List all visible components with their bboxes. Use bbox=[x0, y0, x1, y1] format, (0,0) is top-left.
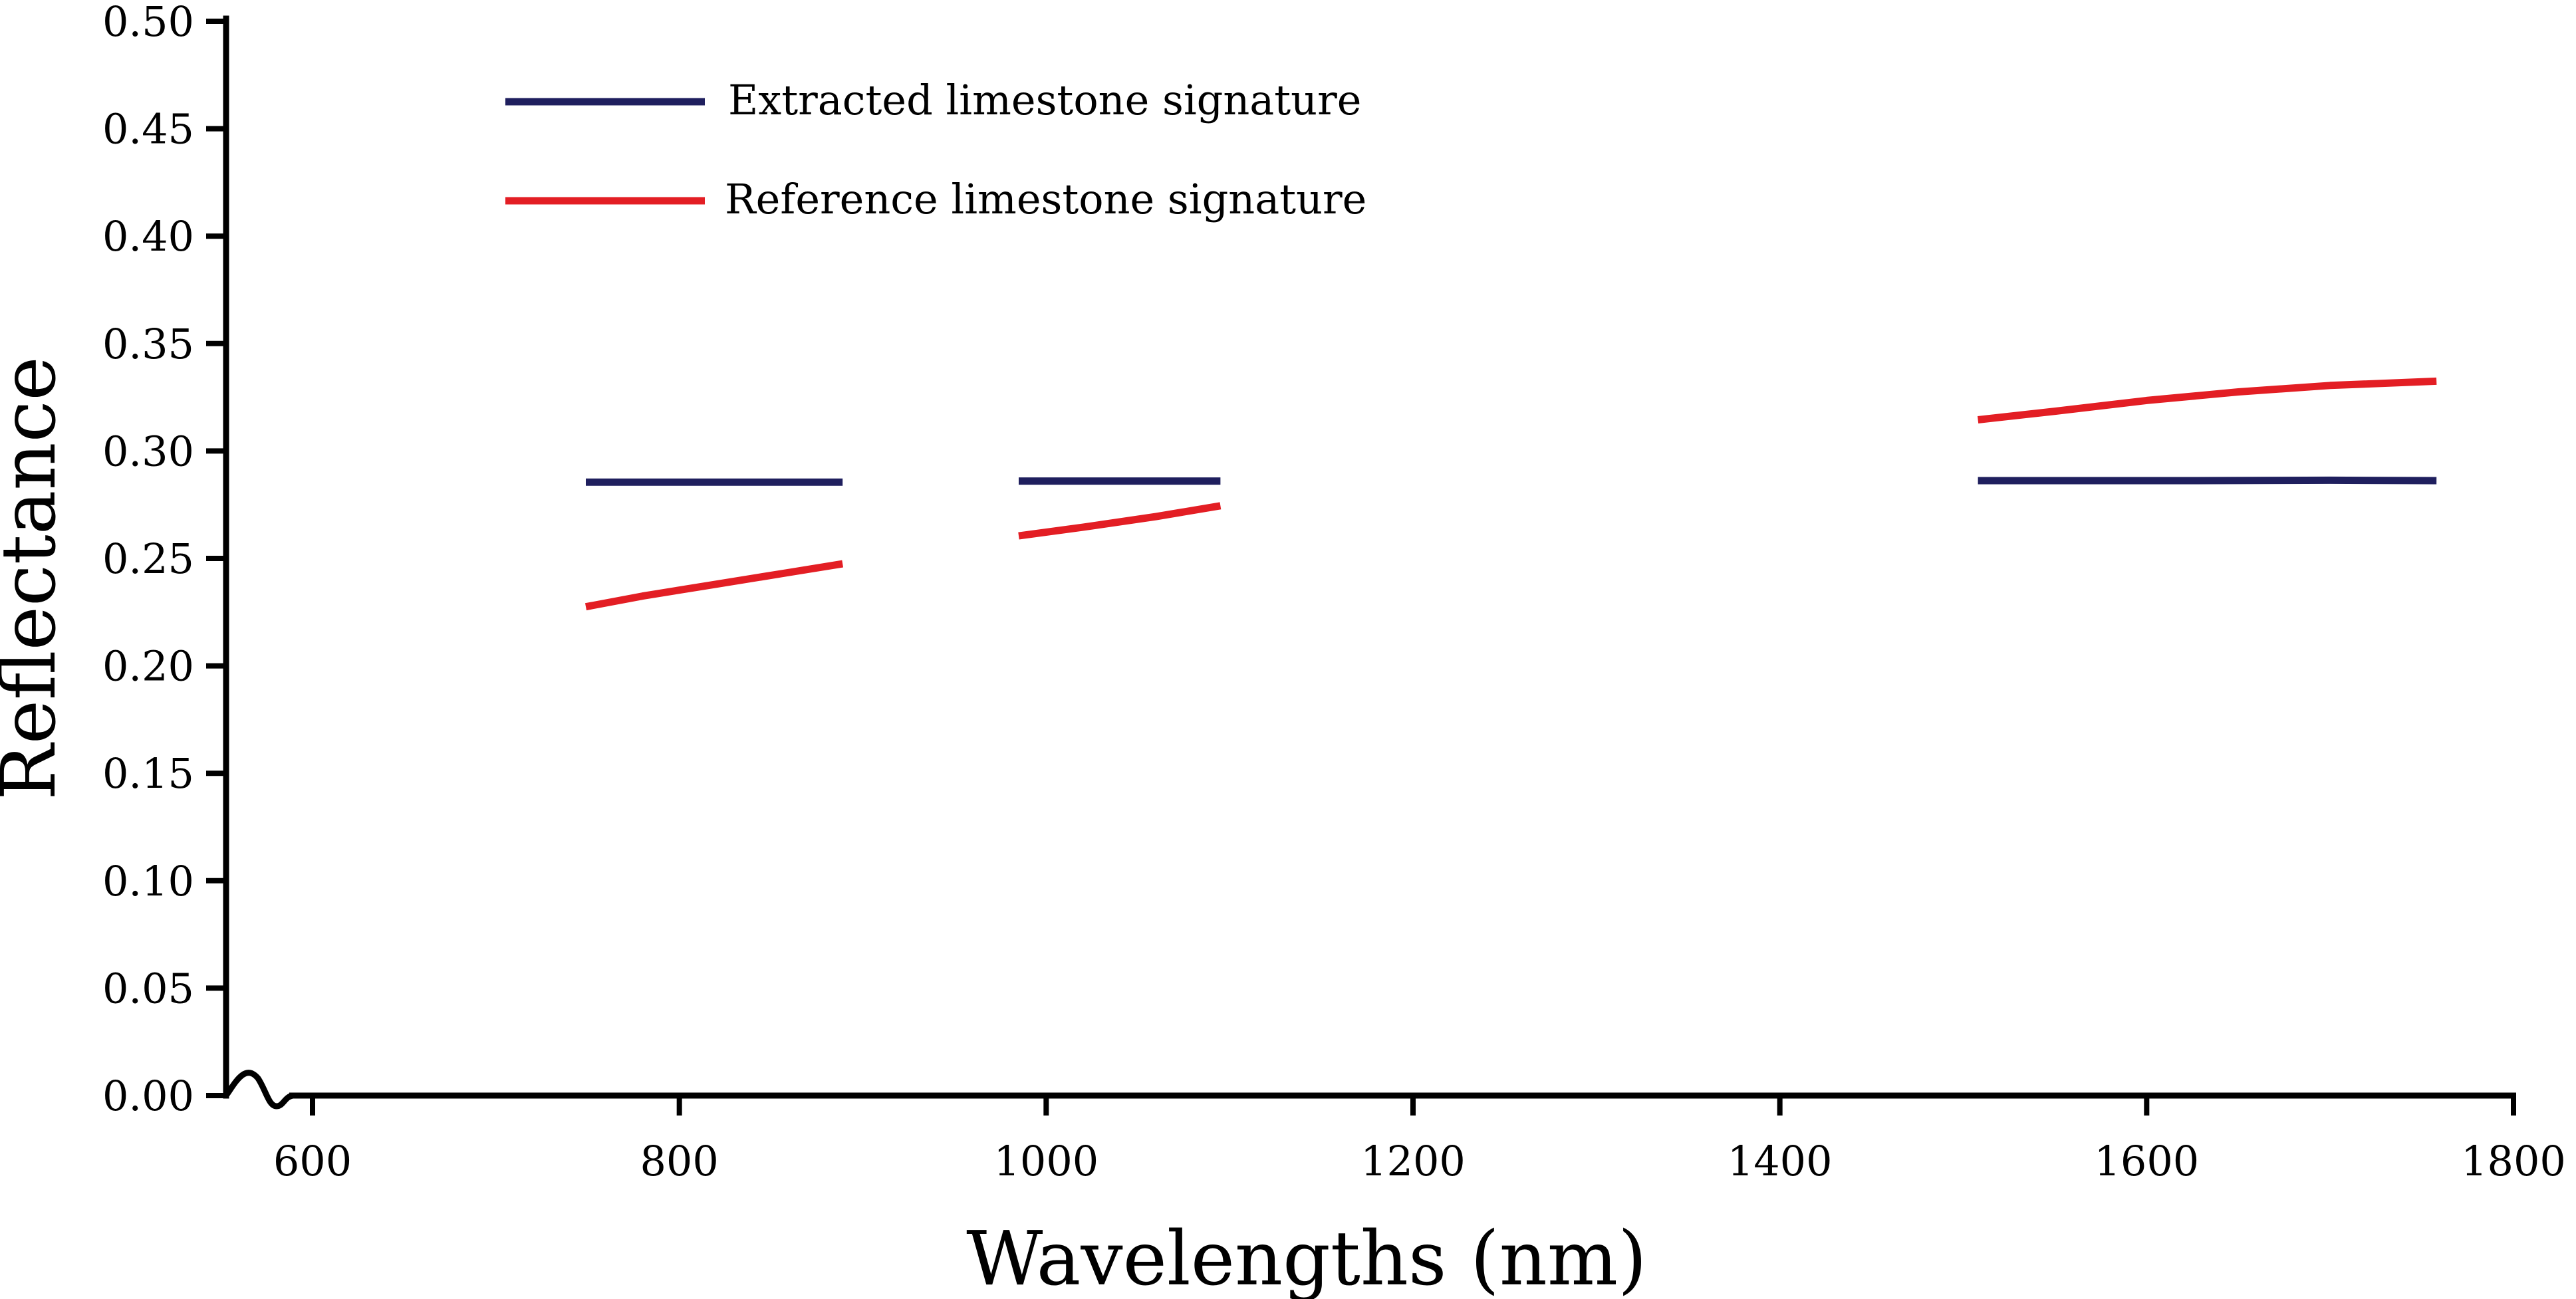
x-axis-title: Wavelengths (nm) bbox=[966, 1216, 1647, 1299]
legend-label-extracted: Extracted limestone signature bbox=[728, 76, 1361, 124]
y-tick-label: 0.40 bbox=[102, 212, 194, 261]
x-tick-label: 1200 bbox=[1360, 1137, 1466, 1185]
x-tick-label: 1000 bbox=[993, 1137, 1098, 1185]
x-tick-label: 800 bbox=[640, 1137, 718, 1185]
series-line-reference bbox=[1018, 502, 1222, 540]
legend: Extracted limestone signature Reference … bbox=[505, 76, 1366, 223]
series-line-extracted bbox=[1978, 476, 2437, 485]
y-tick-label: 0.20 bbox=[102, 642, 194, 691]
y-tick-label: 0.15 bbox=[102, 749, 194, 798]
y-tick-label: 0.50 bbox=[102, 0, 194, 46]
x-ticks: 600 800 1000 1200 1400 1600 1800 bbox=[273, 1096, 2566, 1185]
y-axis-title: Reflectance bbox=[0, 356, 72, 800]
y-ticks: 0.00 0.05 0.10 0.15 0.20 0.25 0.30 0.35 0.40 0.45… bbox=[102, 0, 226, 1120]
y-tick-label: 0.45 bbox=[102, 105, 194, 154]
axis-break-squiggle bbox=[223, 1070, 294, 1110]
y-tick-label: 0.10 bbox=[102, 857, 194, 905]
axes bbox=[223, 15, 2516, 1110]
series-layer bbox=[584, 377, 2437, 611]
y-tick-label: 0.35 bbox=[102, 320, 194, 368]
y-tick-label: 0.30 bbox=[102, 427, 194, 475]
legend-label-reference: Reference limestone signature bbox=[725, 175, 1366, 223]
series-line-reference bbox=[1977, 377, 2437, 423]
y-tick-label: 0.05 bbox=[102, 964, 194, 1012]
x-tick-label: 1600 bbox=[2094, 1137, 2199, 1185]
series-line-reference bbox=[584, 560, 844, 611]
x-tick-label: 600 bbox=[273, 1137, 352, 1185]
x-tick-label: 1800 bbox=[2461, 1137, 2566, 1185]
x-tick-label: 1400 bbox=[1728, 1137, 1833, 1185]
y-tick-label: 0.25 bbox=[102, 534, 194, 583]
y-tick-label: 0.00 bbox=[102, 1072, 194, 1120]
